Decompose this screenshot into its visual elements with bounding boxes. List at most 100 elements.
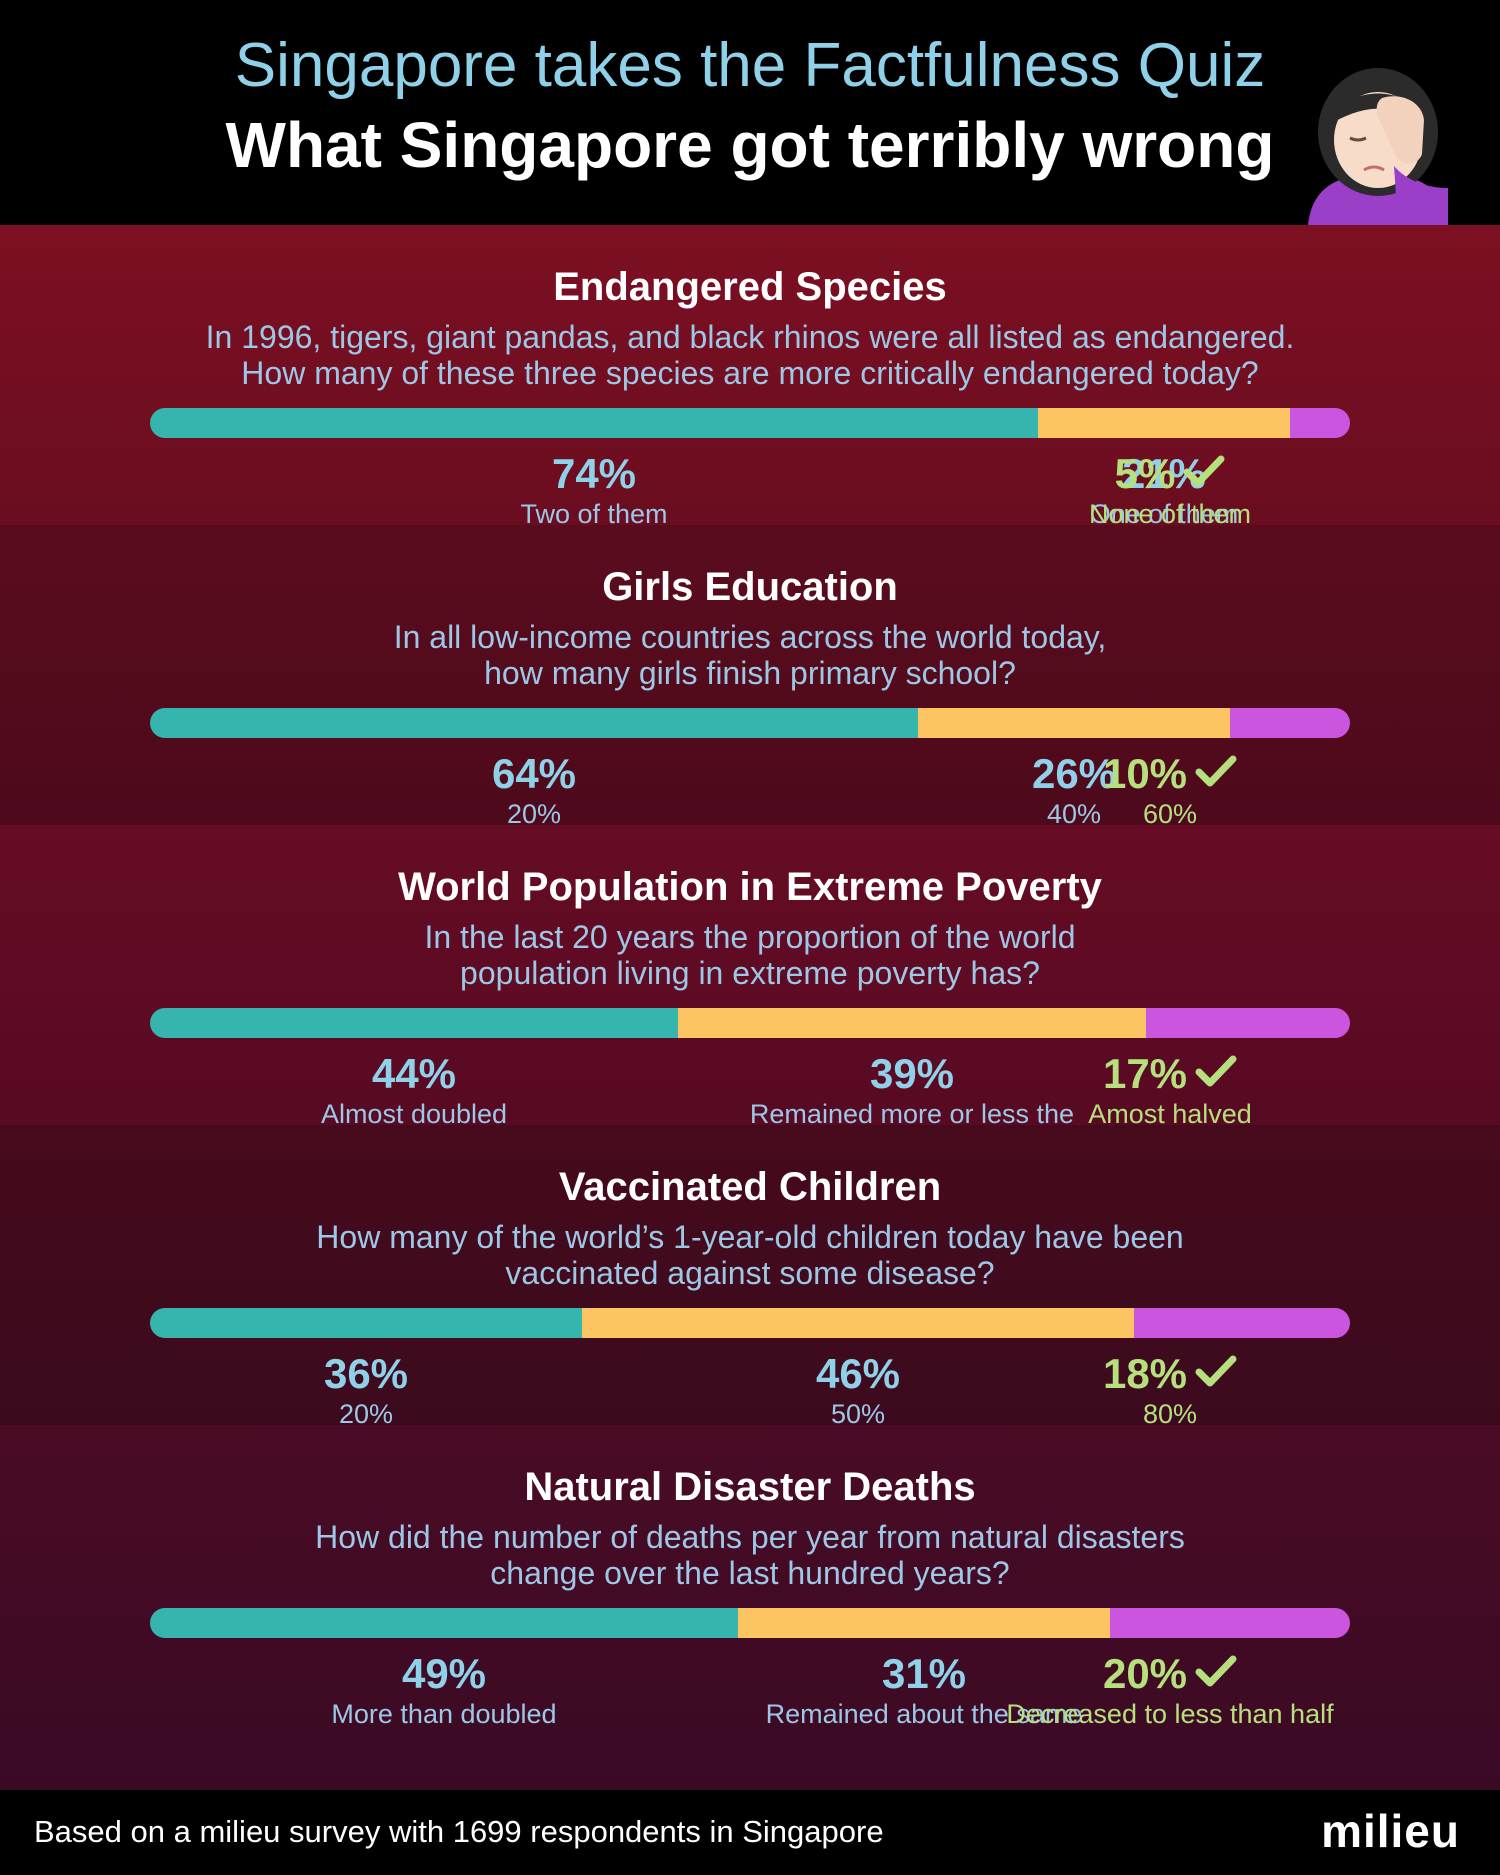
bar-segment [1290, 408, 1350, 438]
stacked-bar [150, 408, 1350, 438]
percent-value: 36% [186, 1350, 546, 1398]
bar-segment [918, 708, 1230, 738]
section-title: Girls Education [602, 565, 898, 609]
quiz-section: World Population in Extreme Poverty In th… [0, 825, 1500, 1161]
percent-text: 17% [1102, 1050, 1188, 1097]
survey-note: Based on a milieu survey with 1699 respo… [34, 1814, 884, 1849]
bar-segment [150, 708, 918, 738]
bar-segment [1134, 1308, 1350, 1338]
percent-value: 10% [990, 750, 1350, 798]
answer-label: 64% 20% [354, 750, 714, 830]
percent-value: 64% [354, 750, 714, 798]
answer-text: None of them [1088, 499, 1252, 529]
answer-text: 20% [506, 799, 562, 829]
percent-value: 31% [744, 1650, 1104, 1698]
bar-segment [738, 1608, 1110, 1638]
percent-text: 20% [1102, 1650, 1188, 1697]
percent-text: 31% [881, 1650, 967, 1697]
percent-value: 5% [990, 450, 1350, 498]
footer: Based on a milieu survey with 1699 respo… [0, 1790, 1500, 1875]
answer-text: More than doubled [331, 1699, 557, 1729]
answer-text: Decreased to less than half [1006, 1699, 1334, 1729]
answer-text: Amost halved [1088, 1099, 1252, 1129]
answer-text: Remained about the same [765, 1699, 1083, 1729]
stacked-bar [150, 1008, 1350, 1038]
answer-text: 40% [1046, 799, 1102, 829]
section-question: How many of the world’s 1-year-old child… [316, 1219, 1184, 1291]
percent-value: 44% [234, 1050, 594, 1098]
answer-label: 31% Remained about the same [744, 1650, 1104, 1730]
percent-text: 46% [815, 1350, 901, 1397]
checkmark-icon [1195, 1355, 1237, 1387]
page-subtitle: What Singapore got terribly wrong [225, 109, 1275, 181]
face-palm-icon [1308, 68, 1448, 225]
milieu-logo: milieu [1321, 1805, 1460, 1857]
percent-value: 46% [678, 1350, 1038, 1398]
bar-segment [150, 1608, 738, 1638]
bar-segment [678, 1008, 1146, 1038]
percent-text: 49% [401, 1650, 487, 1697]
percent-text: 26% [1031, 750, 1117, 797]
page-title: Singapore takes the Factfulness Quiz [234, 31, 1266, 100]
percent-text: 10% [1102, 750, 1188, 797]
percent-text: 74% [551, 450, 637, 497]
bar-segment [1230, 708, 1350, 738]
quiz-section: Natural Disaster Deaths How did the numbe… [0, 1425, 1500, 1790]
section-title: Vaccinated Children [558, 1165, 942, 1209]
percent-value: 20% [990, 1650, 1350, 1698]
stacked-bar [150, 1608, 1350, 1638]
percent-text: 5% [1114, 450, 1176, 497]
correct-answer-label: 17% Amost halved [990, 1050, 1350, 1130]
correct-answer-label: 20% Decreased to less than half [990, 1650, 1350, 1730]
section-question: In all low-income countries across the w… [393, 619, 1107, 691]
answer-label: 49% More than doubled [264, 1650, 624, 1730]
bar-segment [150, 1308, 582, 1338]
answer-text: Almost doubled [320, 1099, 508, 1129]
checkmark-icon [1195, 1655, 1237, 1687]
answer-text: Two of them [520, 499, 668, 529]
answer-text: One of them [1089, 499, 1239, 529]
percent-value: 26% [894, 750, 1254, 798]
stacked-bar [150, 1308, 1350, 1338]
section-title: World Population in Extreme Poverty [398, 865, 1102, 909]
answer-label: 44% Almost doubled [234, 1050, 594, 1130]
bar-segment [582, 1308, 1134, 1338]
checkmark-icon [1195, 1055, 1237, 1087]
percent-value: 74% [414, 450, 774, 498]
answer-text: 60% [1142, 799, 1198, 829]
percent-text: 44% [371, 1050, 457, 1097]
answer-label: 74% Two of them [414, 450, 774, 530]
percent-text: 36% [323, 1350, 409, 1397]
correct-answer-label: 18% 80% [990, 1350, 1350, 1430]
percent-value: 49% [264, 1650, 624, 1698]
percent-value: 39% [732, 1050, 1092, 1098]
answer-text: 80% [1142, 1399, 1198, 1429]
quiz-section: Endangered Species In 1996, tigers, giant… [0, 225, 1500, 529]
bar-segment [1146, 1008, 1350, 1038]
bar-segment [1110, 1608, 1350, 1638]
correct-answer-label: 5% None of them [990, 450, 1350, 530]
percent-text: 64% [491, 750, 577, 797]
section-title: Endangered Species [553, 265, 947, 309]
section-question: In 1996, tigers, giant pandas, and black… [205, 319, 1295, 391]
answer-label: 46% 50% [678, 1350, 1038, 1430]
answer-text: 50% [830, 1399, 886, 1429]
quiz-section: Girls Education In all low-income countri… [0, 525, 1500, 829]
header: Singapore takes the Factfulness Quiz Wha… [0, 0, 1500, 225]
quiz-section: Vaccinated Children How many of the world… [0, 1125, 1500, 1429]
percent-value: 18% [990, 1350, 1350, 1398]
answer-label: 36% 20% [186, 1350, 546, 1430]
answer-text: 20% [338, 1399, 394, 1429]
percent-value: 17% [990, 1050, 1350, 1098]
percent-text: 39% [869, 1050, 955, 1097]
bar-segment [1038, 408, 1290, 438]
section-title: Natural Disaster Deaths [524, 1465, 976, 1509]
answer-label: 26% 40% [894, 750, 1254, 830]
section-question: In the last 20 years the proportion of t… [424, 919, 1076, 991]
correct-answer-label: 10% 60% [990, 750, 1350, 830]
section-question: How did the number of deaths per year fr… [315, 1519, 1185, 1591]
checkmark-icon [1195, 755, 1237, 787]
bar-segment [150, 408, 1038, 438]
bar-segment [150, 1008, 678, 1038]
